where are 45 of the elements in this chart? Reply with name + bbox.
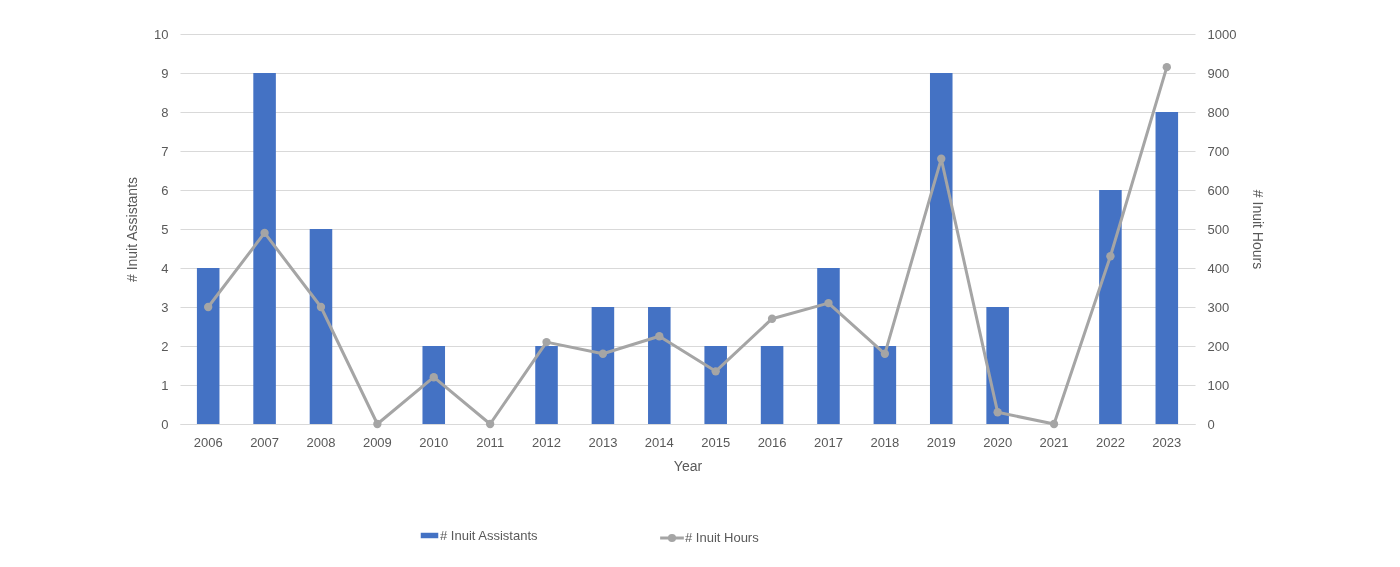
- y-tick-label: 4: [161, 260, 169, 276]
- y-tick-label: 3: [161, 299, 169, 315]
- x-tick-label: 2016: [757, 434, 787, 450]
- legend-label: # Inuit Hours: [685, 530, 760, 545]
- y2-tick-label: 1000: [1207, 26, 1237, 42]
- y2-tick-label: 400: [1207, 260, 1230, 276]
- x-tick-label: 2022: [1095, 434, 1125, 450]
- y-tick-label: 10: [154, 26, 169, 42]
- x-tick-label: 2009: [362, 434, 392, 450]
- x-tick-label: 2023: [1152, 434, 1182, 450]
- y2-tick-label: 700: [1207, 143, 1230, 159]
- x-tick-label: 2018: [870, 434, 900, 450]
- y-tick-label: 7: [161, 143, 169, 159]
- y2-tick-label: 0: [1207, 416, 1215, 432]
- x-tick-label: 2021: [1039, 434, 1069, 450]
- x-axis-title: Year: [673, 457, 703, 474]
- legend-label: # Inuit Assistants: [440, 527, 539, 543]
- y-tick-label: 5: [161, 221, 169, 237]
- x-tick-label: 2010: [419, 434, 449, 450]
- x-tick-label: 2012: [532, 434, 561, 450]
- y2-tick-label: 500: [1207, 221, 1230, 237]
- x-tick-label: 2020: [983, 434, 1013, 450]
- y-tick-label: 0: [161, 416, 169, 432]
- y2-axis-title: # Inuit Hours: [1250, 189, 1267, 270]
- y2-tick-label: 100: [1207, 377, 1230, 393]
- y-tick-label: 1: [161, 377, 169, 393]
- y2-tick-label: 200: [1207, 338, 1230, 354]
- x-tick-label: 2015: [701, 434, 731, 450]
- x-tick-label: 2006: [193, 434, 223, 450]
- x-tick-label: 2013: [588, 434, 618, 450]
- y2-tick-label: 300: [1207, 299, 1230, 315]
- y2-tick-label: 900: [1207, 65, 1230, 81]
- x-tick-label: 2011: [476, 434, 505, 450]
- y-tick-label: 9: [161, 65, 169, 81]
- x-tick-label: 2017: [814, 434, 843, 450]
- x-tick-label: 2007: [250, 434, 280, 450]
- x-tick-label: 2014: [644, 434, 674, 450]
- y-tick-label: 2: [161, 338, 169, 354]
- x-tick-label: 2008: [306, 434, 336, 450]
- y-tick-label: 6: [161, 182, 169, 198]
- x-tick-label: 2019: [926, 434, 956, 450]
- y-axis-title: # Inuit Assistants: [124, 176, 141, 283]
- y-tick-label: 8: [161, 104, 169, 120]
- y2-tick-label: 600: [1207, 182, 1230, 198]
- y2-tick-label: 800: [1207, 104, 1230, 120]
